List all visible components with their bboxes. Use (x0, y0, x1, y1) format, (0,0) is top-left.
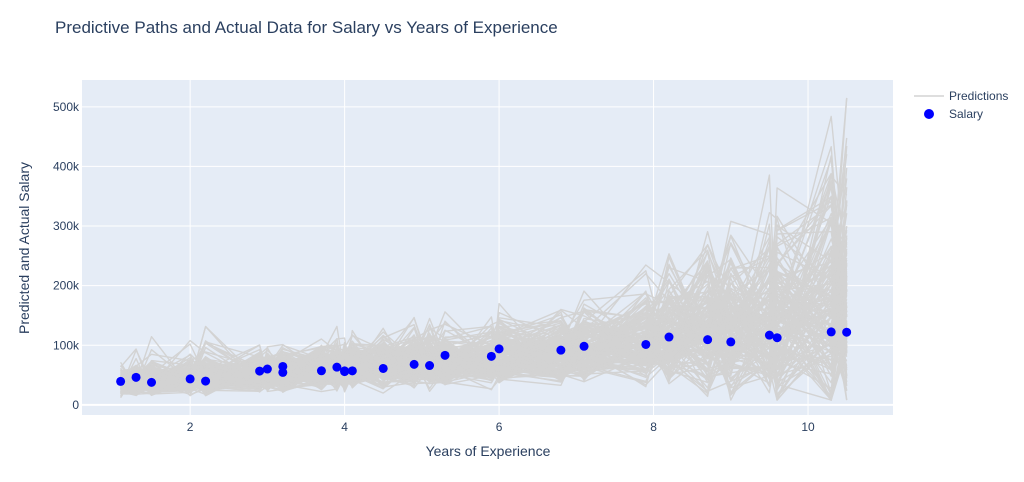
salary-point[interactable] (826, 327, 836, 337)
salary-point[interactable] (347, 366, 357, 376)
salary-point[interactable] (664, 332, 674, 342)
legend[interactable]: Predictions Salary (914, 89, 1008, 121)
salary-point[interactable] (641, 339, 651, 349)
axis-ticks: 2 4 6 8 10 0 100k 200k 300k 400k 500k (53, 100, 815, 434)
salary-series (116, 327, 852, 387)
y-axis-title: Predicted and Actual Salary (16, 162, 32, 334)
legend-salary-label[interactable]: Salary (949, 107, 983, 121)
salary-point[interactable] (842, 327, 852, 337)
salary-point[interactable] (316, 366, 326, 376)
chart-title: Predictive Paths and Actual Data for Sal… (55, 18, 558, 37)
salary-point[interactable] (278, 361, 288, 371)
salary-point[interactable] (185, 374, 195, 384)
prediction-path (120, 298, 848, 389)
prediction-path (120, 235, 847, 396)
y-tick-label: 300k (53, 219, 80, 233)
salary-point[interactable] (332, 362, 342, 372)
prediction-path (119, 145, 848, 390)
salary-point[interactable] (131, 372, 141, 382)
salary-point[interactable] (409, 359, 419, 369)
salary-point[interactable] (440, 350, 450, 360)
x-tick-label: 2 (187, 420, 194, 434)
salary-point[interactable] (579, 341, 589, 351)
salary-point[interactable] (726, 337, 736, 347)
predictions-series (119, 97, 848, 401)
y-tick-label: 100k (53, 338, 80, 352)
salary-point[interactable] (764, 330, 774, 340)
prediction-path (120, 219, 848, 393)
x-tick-label: 6 (496, 420, 503, 434)
salary-point[interactable] (147, 377, 157, 387)
prediction-path (120, 180, 848, 392)
prediction-path (120, 311, 848, 395)
salary-point[interactable] (255, 366, 265, 376)
salary-point[interactable] (378, 363, 388, 373)
salary-point[interactable] (201, 376, 211, 386)
x-tick-label: 4 (341, 420, 348, 434)
prediction-path (120, 236, 848, 389)
salary-point[interactable] (116, 376, 126, 386)
y-tick-label: 0 (72, 398, 79, 412)
salary-point[interactable] (486, 351, 496, 361)
y-tick-label: 400k (53, 159, 80, 173)
grid-lines (82, 80, 893, 415)
x-tick-label: 8 (650, 420, 657, 434)
y-tick-label: 200k (53, 279, 80, 293)
prediction-path (120, 291, 848, 389)
salary-point[interactable] (425, 361, 435, 371)
salary-point[interactable] (703, 335, 713, 345)
salary-point[interactable] (262, 364, 272, 374)
legend-salary-swatch (924, 109, 934, 119)
x-axis-title: Years of Experience (426, 443, 551, 459)
salary-point[interactable] (340, 366, 350, 376)
legend-predictions-label[interactable]: Predictions (949, 89, 1008, 103)
salary-point[interactable] (772, 333, 782, 343)
x-tick-label: 10 (801, 420, 815, 434)
y-tick-label: 500k (53, 100, 80, 114)
prediction-path (120, 305, 847, 391)
salary-point[interactable] (556, 345, 566, 355)
salary-point[interactable] (494, 344, 504, 354)
